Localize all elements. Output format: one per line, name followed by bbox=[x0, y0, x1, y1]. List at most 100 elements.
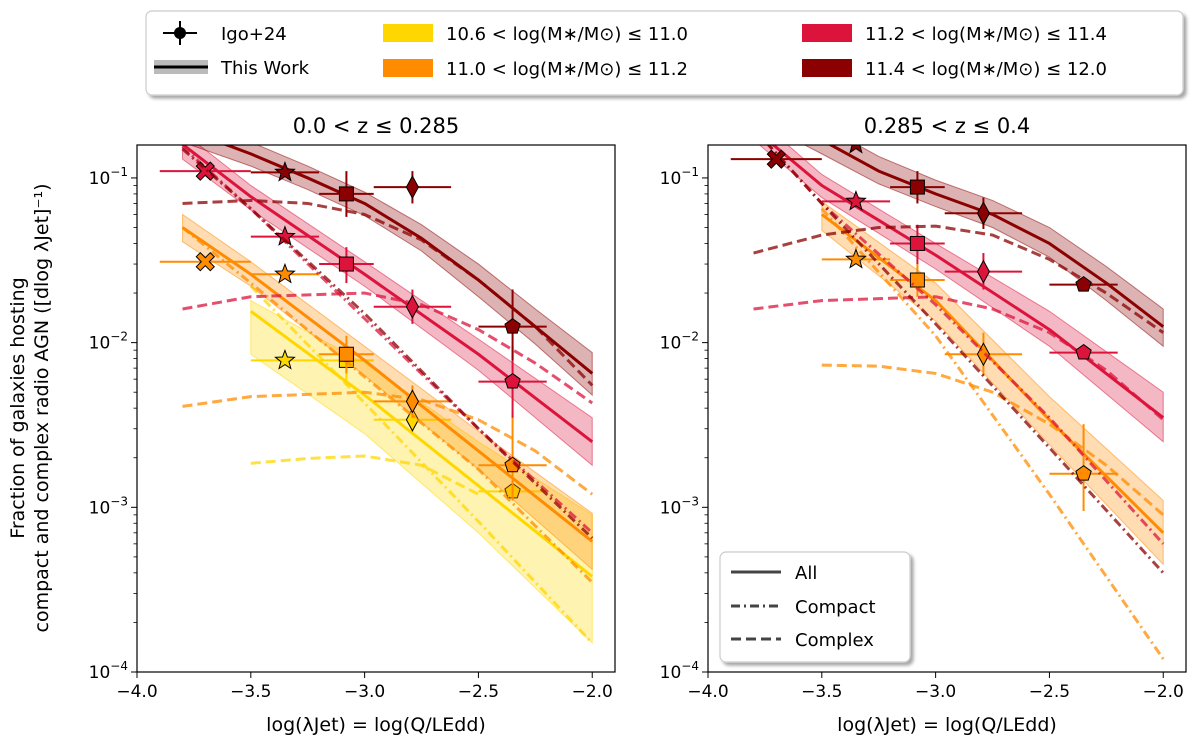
legend-label-mass-bin-1: 10.6 < log(M∗/M⊙) ≤ 11.0 bbox=[446, 24, 688, 45]
top-legend: Igo+24 This Work 10.6 < log(M∗/M⊙) ≤ 11.… bbox=[145, 10, 1184, 96]
marker-pentagon bbox=[504, 456, 521, 473]
data-point-diamond bbox=[944, 197, 1023, 229]
x-tick-label: −3.5 bbox=[230, 682, 271, 702]
marker-square bbox=[338, 256, 354, 272]
panel-right-plot-area bbox=[730, 145, 1165, 660]
line-style-legend: All Compact Complex bbox=[719, 551, 911, 663]
legend-swatch-mass-bin-2 bbox=[383, 59, 433, 77]
data-point-diamond bbox=[373, 385, 452, 418]
legend-label-complex: Complex bbox=[795, 630, 874, 651]
y-tick-label: 10−4 bbox=[89, 659, 128, 683]
marker-pentagon bbox=[504, 318, 521, 334]
legend-entry-igo24: Igo+24 bbox=[163, 21, 287, 45]
marker-x bbox=[196, 116, 214, 134]
all-line bbox=[222, 145, 594, 375]
panel-left-axes: −4.0 −3.5 −3.0 −2.5 −2.0 10−4 10−3 10−2 10−1 bbox=[89, 144, 616, 702]
marker-square bbox=[338, 186, 354, 202]
legend-point-marker bbox=[174, 27, 186, 39]
y-tick-label: 10−3 bbox=[89, 494, 128, 518]
data-point-diamond bbox=[944, 332, 1023, 376]
compact-line bbox=[820, 207, 1165, 660]
legend-swatch-mass-bin-3 bbox=[802, 24, 852, 42]
x-tick-label: −2.5 bbox=[458, 682, 499, 702]
panel-right-x-label: log(λJet) = log(Q/LEdd) bbox=[837, 714, 1057, 736]
y-tick-label: 10−1 bbox=[660, 165, 699, 189]
series-11.2-11.4 bbox=[753, 145, 1165, 545]
x-tick-label: −3.0 bbox=[915, 682, 956, 702]
line-style-legend-frame bbox=[719, 551, 911, 663]
x-tick-label: −3.5 bbox=[801, 682, 842, 702]
data-point-star bbox=[250, 262, 320, 284]
compact-line bbox=[766, 145, 1165, 574]
marker-pentagon bbox=[1075, 465, 1092, 481]
data-point-pentagon bbox=[1049, 276, 1118, 292]
panel-left-plot-area bbox=[159, 116, 594, 645]
legend-entry-mass-bin-2: 11.0 < log(M∗/M⊙) ≤ 11.2 bbox=[383, 59, 688, 80]
data-point-star bbox=[821, 248, 891, 269]
y-axis-label-line1: Fraction of galaxies hosting bbox=[7, 277, 29, 538]
y-axis-label: Fraction of galaxies hosting compact and… bbox=[7, 183, 53, 632]
x-tick-label: −3.0 bbox=[344, 682, 385, 702]
legend-label-mass-bin-3: 11.2 < log(M∗/M⊙) ≤ 11.4 bbox=[865, 24, 1107, 45]
panel-right-axes: −4.0 −3.5 −3.0 −2.5 −2.0 10−4 10−3 10−2 10−1 bbox=[660, 144, 1187, 702]
complex-line bbox=[821, 363, 1165, 516]
legend-label-compact: Compact bbox=[795, 597, 876, 618]
complex-line bbox=[182, 291, 594, 405]
data-point-diamond bbox=[373, 289, 452, 324]
panel-left-title: 0.0 < z ≤ 0.285 bbox=[293, 114, 459, 138]
panel-left-x-label: log(λJet) = log(Q/LEdd) bbox=[266, 714, 486, 736]
data-point-star bbox=[821, 190, 891, 211]
data-point-pentagon bbox=[1049, 424, 1118, 511]
data-point-square bbox=[890, 171, 945, 204]
complex-line bbox=[250, 454, 480, 496]
legend-label-all: All bbox=[795, 563, 817, 584]
marker-pentagon bbox=[1075, 276, 1092, 292]
series-11.4-12.0 bbox=[730, 145, 1165, 574]
y-axis-label-line2: compact and complex radio AGN ([dlog λJe… bbox=[31, 183, 53, 632]
marker-star bbox=[274, 161, 296, 182]
data-point-square bbox=[319, 171, 374, 217]
y-tick-label: 10−2 bbox=[89, 330, 128, 354]
x-tick-label: −2.0 bbox=[1143, 682, 1184, 702]
data-point-diamond bbox=[373, 171, 452, 204]
y-tick-label: 10−2 bbox=[660, 330, 699, 354]
legend-entry-mass-bin-1: 10.6 < log(M∗/M⊙) ≤ 11.0 bbox=[383, 24, 688, 45]
marker-square bbox=[338, 346, 354, 362]
marker-star bbox=[845, 248, 867, 269]
series-11.0-11.2 bbox=[159, 213, 594, 584]
marker-diamond bbox=[405, 175, 419, 200]
x-tick-label: −4.0 bbox=[687, 682, 728, 702]
marker-x bbox=[195, 251, 215, 272]
panel-left: 0.0 < z ≤ 0.285 −4.0 −3.5 −3.0 −2.5 −2.0 10−4… bbox=[89, 114, 616, 736]
legend-label-this-work: This Work bbox=[220, 58, 310, 79]
panel-right: 0.285 < z ≤ 0.4 −4.0 −3.5 −3.0 −2.5 −2.0 10−4… bbox=[660, 114, 1187, 736]
complex-line bbox=[182, 390, 594, 496]
legend-label-mass-bin-4: 11.4 < log(M∗/M⊙) ≤ 12.0 bbox=[865, 59, 1107, 80]
marker-diamond bbox=[405, 389, 419, 414]
all-uncertainty-band bbox=[758, 145, 1164, 443]
data-point-square bbox=[319, 335, 374, 374]
marker-star bbox=[274, 262, 296, 284]
complex-line bbox=[753, 295, 1165, 421]
y-tick-label: 10−1 bbox=[89, 165, 128, 189]
legend-entry-this-work: This Work bbox=[154, 58, 310, 79]
all-line bbox=[249, 310, 594, 578]
marker-pentagon bbox=[504, 372, 521, 389]
compact-line bbox=[766, 145, 1165, 545]
marker-diamond bbox=[976, 201, 990, 226]
marker-square bbox=[909, 235, 925, 251]
data-point-x bbox=[730, 149, 822, 169]
data-point-square bbox=[890, 224, 945, 265]
all-uncertainty-band bbox=[182, 145, 593, 467]
data-point-diamond bbox=[944, 253, 1023, 290]
data-point-pentagon bbox=[478, 413, 547, 501]
marker-square bbox=[909, 179, 925, 195]
y-tick-label: 10−4 bbox=[660, 659, 699, 683]
data-point-star bbox=[250, 348, 320, 370]
marker-star bbox=[845, 190, 867, 211]
marker-diamond bbox=[976, 259, 990, 284]
y-tick-label: 10−3 bbox=[660, 494, 699, 518]
legend-swatch-mass-bin-4 bbox=[802, 59, 852, 77]
data-point-star bbox=[821, 145, 891, 154]
